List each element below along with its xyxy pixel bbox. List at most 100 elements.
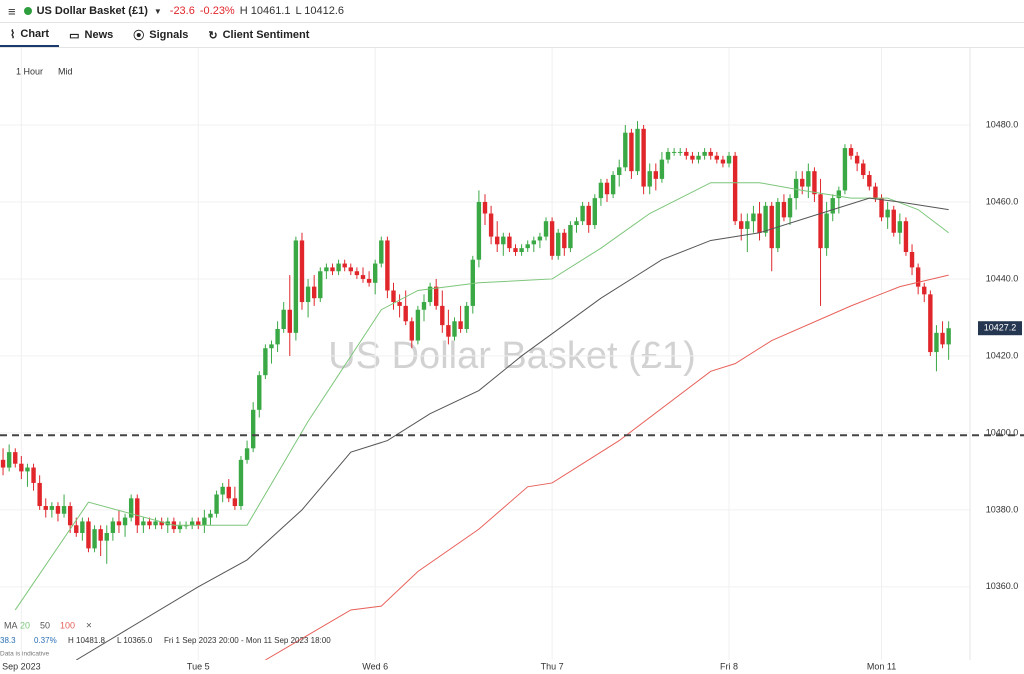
- info-range: Fri 1 Sep 2023 20:00 - Mon 11 Sep 2023 1…: [164, 636, 331, 645]
- high: H 10461.1: [239, 5, 291, 17]
- tab[interactable]: ⌇ Chart: [0, 23, 60, 47]
- candle-body: [830, 198, 835, 214]
- candle-body: [684, 151, 689, 156]
- candle-body: [635, 128, 640, 172]
- candle-body: [440, 305, 445, 326]
- candle-body: [940, 332, 945, 345]
- last-price-label: 10427.2: [984, 323, 1017, 333]
- legend-close[interactable]: ×: [86, 621, 92, 632]
- candle-body: [879, 198, 884, 218]
- x-tick-label: Mon 11: [867, 661, 896, 671]
- candle-body: [104, 532, 109, 541]
- candle-body: [305, 286, 311, 303]
- plot-area: [0, 48, 970, 660]
- candle-body: [732, 155, 738, 222]
- candle-body: [354, 271, 360, 276]
- candle-body: [824, 213, 829, 249]
- candle-body: [49, 506, 55, 510]
- ma-line: [265, 274, 949, 660]
- x-tick-label: Wed 6: [362, 661, 388, 671]
- candle-body: [232, 498, 238, 507]
- candle-body: [55, 506, 61, 514]
- candle-body: [604, 182, 610, 195]
- candle-body: [556, 232, 561, 256]
- candle-body: [250, 409, 256, 449]
- candle-body: [812, 171, 817, 195]
- ma-label: MA: [4, 620, 18, 630]
- candle-body: [507, 236, 512, 249]
- candle-body: [379, 240, 384, 264]
- candle-body: [531, 240, 537, 245]
- candle-body: [287, 309, 292, 333]
- interval[interactable]: 1 Hour: [16, 66, 43, 76]
- candle-body: [726, 155, 732, 164]
- candle-body: [775, 201, 781, 249]
- candle-body: [336, 263, 341, 272]
- ma-line: [14, 182, 949, 611]
- menu-icon[interactable]: ≡: [8, 3, 16, 19]
- candle-body: [275, 328, 280, 345]
- candle-body: [86, 521, 91, 549]
- candle-body: [153, 521, 158, 526]
- candle-body: [366, 278, 372, 283]
- candle-body: [751, 213, 756, 222]
- candle-body: [189, 521, 195, 526]
- tab[interactable]: ⦿ Signals: [133, 29, 189, 42]
- candle-body: [678, 151, 683, 153]
- candle-body: [537, 236, 543, 241]
- candle-body: [220, 486, 225, 495]
- candle-body: [623, 132, 628, 168]
- dropdown-arrow[interactable]: ▼: [153, 6, 162, 16]
- legend-entry: 100: [60, 620, 75, 630]
- low: L 10412.6: [295, 5, 345, 17]
- candle-body: [574, 221, 579, 226]
- candle-body: [147, 521, 152, 526]
- candle-body: [915, 267, 921, 287]
- candle-body: [598, 182, 604, 199]
- status-dot: [23, 7, 32, 15]
- candle-body: [946, 328, 951, 345]
- change-pct: -0.23%: [199, 5, 235, 17]
- candle-body: [348, 267, 353, 272]
- candle-body: [238, 459, 244, 507]
- candle-body: [19, 463, 24, 472]
- tab[interactable]: ↻ Client Sentiment: [208, 29, 310, 42]
- x-tick-label: Thu 7: [541, 661, 564, 671]
- candle-body: [610, 175, 616, 195]
- tab[interactable]: ▭ News: [69, 29, 114, 42]
- x-tick-label: Tue 5: [187, 661, 210, 671]
- candle-body: [488, 213, 494, 237]
- y-tick-label: 10400.0: [986, 427, 1019, 437]
- candle-body: [739, 221, 744, 229]
- candle-body: [787, 198, 793, 218]
- candle-body: [549, 221, 555, 256]
- candle-body: [128, 498, 134, 518]
- candle-body: [482, 201, 488, 214]
- candle-body: [360, 275, 366, 279]
- candle-body: [854, 155, 860, 164]
- legend-entry: 50: [40, 620, 50, 630]
- candle-body: [372, 263, 378, 283]
- candle-body: [665, 151, 671, 160]
- instrument-title[interactable]: US Dollar Basket (£1): [36, 5, 148, 17]
- candle-body: [793, 178, 799, 199]
- legend: MA × 38.3 0.37% H 10481.8 L 10365.0 Fri …: [0, 620, 331, 657]
- info-change: 38.3: [0, 636, 16, 645]
- candle-body: [177, 525, 183, 530]
- candle-body: [98, 529, 103, 541]
- candle-body: [848, 148, 854, 156]
- candle-body: [592, 198, 598, 226]
- candle-body: [446, 325, 451, 337]
- candle-body: [92, 529, 97, 549]
- candle-body: [244, 448, 250, 460]
- candle-body: [836, 190, 842, 199]
- candle-body: [891, 209, 896, 233]
- candle-body: [324, 267, 329, 272]
- candle-body: [714, 155, 720, 160]
- y-tick-label: 10420.0: [986, 350, 1019, 360]
- price-type[interactable]: Mid: [58, 66, 73, 76]
- candle-body: [37, 482, 42, 507]
- candle-body: [202, 517, 207, 526]
- candle-body: [385, 240, 390, 291]
